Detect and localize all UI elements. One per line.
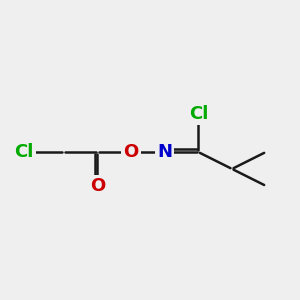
Text: N: N — [157, 143, 172, 161]
Text: Cl: Cl — [14, 143, 34, 161]
Text: O: O — [90, 177, 105, 195]
Text: Cl: Cl — [189, 105, 208, 123]
Text: O: O — [123, 143, 139, 161]
